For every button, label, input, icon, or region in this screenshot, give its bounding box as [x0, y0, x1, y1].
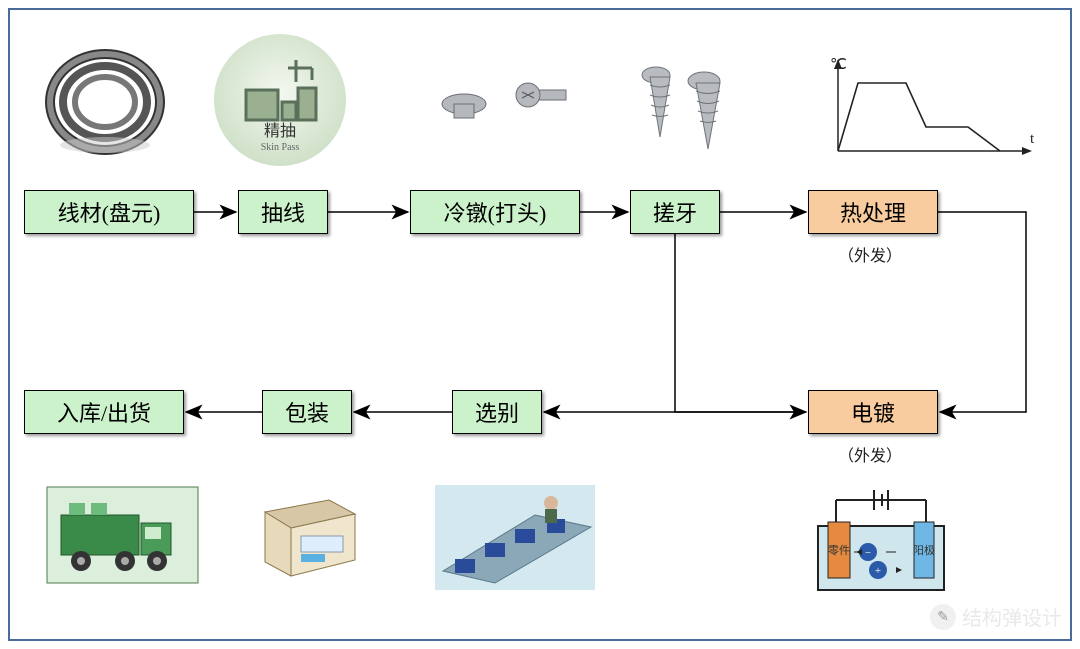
illus-truck [45, 485, 200, 585]
node-label: 选别 [475, 396, 519, 428]
illus-heat-graph: ℃ t [820, 55, 1040, 165]
svg-text:Skin Pass: Skin Pass [261, 142, 300, 153]
node-label: 入库/出货 [57, 396, 151, 428]
sublabel-outsource-1: （外发） [838, 242, 902, 266]
node-electroplating: 电镀 [808, 390, 938, 434]
node-label: 电镀 [851, 396, 895, 428]
node-label: 冷镦(打头) [444, 196, 547, 228]
svg-text:阳极: 阳极 [913, 543, 935, 557]
illus-skin-pass: 精抽 Skin Pass [210, 30, 350, 170]
watermark-text: 结构弹设计 [962, 602, 1062, 631]
node-label: 包装 [285, 396, 329, 428]
illus-screws-thread [630, 55, 750, 165]
illus-screws-head [430, 70, 580, 155]
svg-text:t: t [1030, 131, 1035, 147]
node-label: 线材(盘元) [58, 196, 161, 228]
node-packing: 包装 [262, 390, 352, 434]
svg-text:+: + [875, 565, 881, 577]
node-label: 搓牙 [653, 196, 697, 228]
svg-text:零件: 零件 [828, 544, 850, 557]
node-wire-material: 线材(盘元) [24, 190, 194, 234]
node-warehouse: 入库/出货 [24, 390, 184, 434]
node-label: 抽线 [261, 196, 305, 228]
node-cold-heading: 冷镦(打头) [410, 190, 580, 234]
illus-inspection [435, 485, 595, 590]
svg-text:−: − [865, 547, 871, 559]
node-heat-treat: 热处理 [808, 190, 938, 234]
node-drawing: 抽线 [238, 190, 328, 234]
illus-box [255, 488, 365, 583]
node-label: 热处理 [840, 196, 906, 228]
watermark-icon: ✎ [930, 604, 956, 630]
illus-electroplating: 零件 阳极 − + [806, 482, 956, 600]
illus-wire-coil [40, 40, 170, 165]
svg-text:精抽: 精抽 [264, 122, 296, 140]
node-thread-roll: 搓牙 [630, 190, 720, 234]
node-sorting: 选别 [452, 390, 542, 434]
sublabel-outsource-2: （外发） [838, 442, 902, 466]
watermark: ✎ 结构弹设计 [930, 602, 1062, 631]
